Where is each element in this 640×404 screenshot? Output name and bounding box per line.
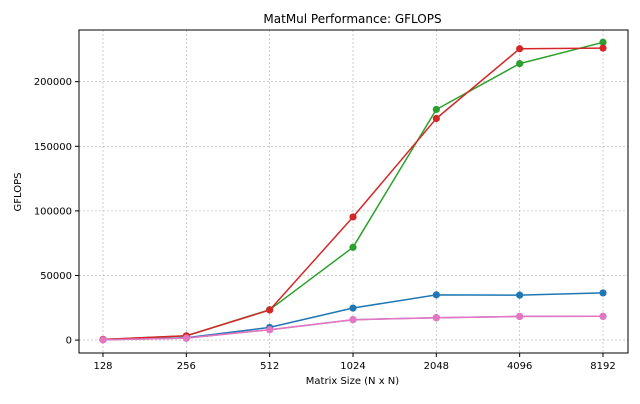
data-point: [516, 45, 524, 53]
x-tick-label: 8192: [590, 361, 615, 372]
data-point: [516, 59, 524, 68]
y-tick-label: 150000: [34, 142, 72, 153]
chart-title: MatMul Performance: GFLOPS: [263, 12, 441, 26]
data-point: [599, 312, 607, 320]
data-point: [516, 291, 524, 299]
y-tick-label: 50000: [40, 271, 72, 282]
data-point: [266, 306, 274, 314]
x-tick-label: 128: [93, 361, 112, 372]
x-tick-label: 4096: [507, 361, 532, 372]
data-point: [266, 326, 274, 334]
x-axis: 128 256 512 1024 2048 4096 8192: [93, 353, 616, 372]
series-layer: [99, 38, 607, 344]
y-axis: 0 50000 100000 150000 200000: [34, 77, 79, 347]
y-tick-label: 0: [66, 336, 72, 347]
data-point: [99, 336, 107, 344]
data-point: [349, 304, 357, 312]
x-tick-label: 1024: [340, 361, 365, 372]
x-tick-label: 256: [177, 361, 196, 372]
data-point: [432, 314, 440, 322]
y-tick-label: 100000: [34, 206, 72, 217]
data-point: [432, 114, 440, 123]
y-tick-label: 200000: [34, 77, 72, 88]
data-point: [349, 213, 357, 221]
data-point: [599, 44, 607, 52]
data-point: [182, 334, 190, 342]
series-5: [99, 312, 607, 344]
y-axis-title: GFLOPS: [13, 173, 24, 212]
x-tick-label: 512: [260, 361, 279, 372]
data-point: [349, 243, 357, 251]
grid: [79, 30, 628, 353]
data-point: [349, 316, 357, 324]
data-point: [599, 38, 607, 46]
data-point: [599, 289, 607, 297]
x-tick-label: 2048: [424, 361, 449, 372]
data-point: [516, 312, 524, 321]
data-point: [432, 291, 440, 299]
x-axis-title: Matrix Size (N x N): [306, 376, 400, 387]
data-point: [432, 105, 440, 114]
